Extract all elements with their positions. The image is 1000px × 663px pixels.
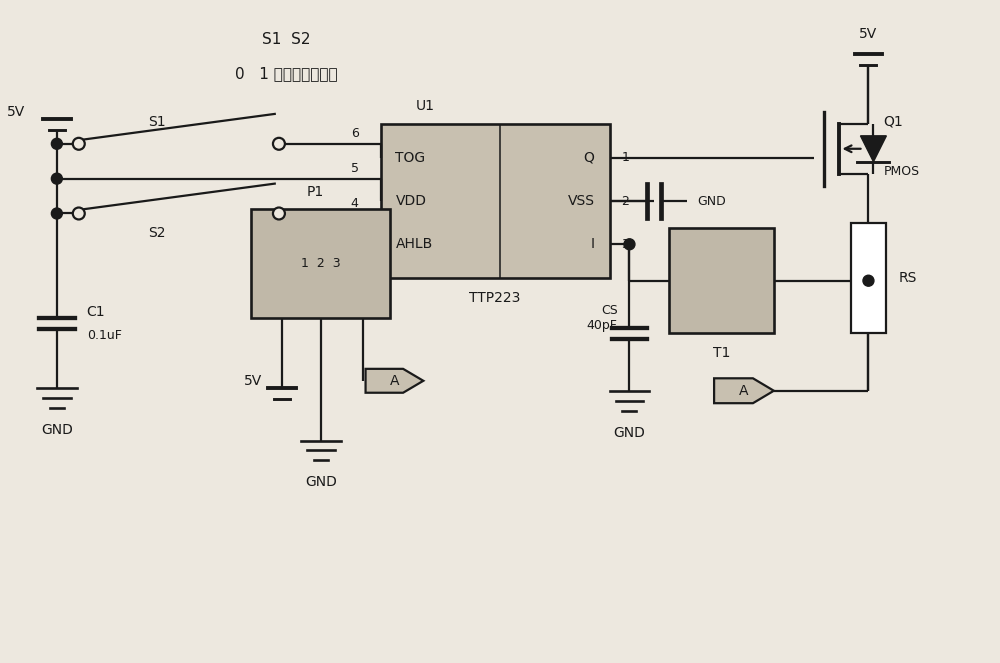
- Text: GND: GND: [697, 194, 726, 208]
- Text: 0   1 点动低电平有效: 0 1 点动低电平有效: [235, 66, 337, 82]
- Text: AHLB: AHLB: [395, 237, 433, 251]
- Circle shape: [51, 173, 62, 184]
- Text: 1: 1: [621, 151, 629, 164]
- Text: 3: 3: [621, 238, 629, 251]
- Text: PMOS: PMOS: [883, 165, 920, 178]
- Text: 0.1uF: 0.1uF: [87, 330, 122, 343]
- Polygon shape: [366, 369, 423, 392]
- Text: GND: GND: [41, 422, 73, 437]
- Bar: [851, 223, 886, 333]
- Text: 5V: 5V: [244, 374, 262, 388]
- Text: 6: 6: [351, 127, 359, 141]
- Text: I: I: [591, 237, 595, 251]
- Text: 1  2  3: 1 2 3: [301, 257, 341, 270]
- Text: CS: CS: [601, 304, 618, 317]
- Circle shape: [273, 208, 285, 219]
- Polygon shape: [860, 136, 886, 162]
- Text: GND: GND: [305, 475, 337, 489]
- Text: A: A: [390, 374, 399, 388]
- Text: U1: U1: [415, 99, 434, 113]
- Text: VDD: VDD: [395, 194, 426, 208]
- Text: GND: GND: [614, 426, 645, 440]
- Circle shape: [51, 208, 62, 219]
- Circle shape: [73, 138, 85, 150]
- Text: S1  S2: S1 S2: [262, 32, 310, 46]
- Text: 4: 4: [351, 197, 359, 210]
- Text: 2: 2: [621, 194, 629, 208]
- Circle shape: [73, 208, 85, 219]
- Text: 5V: 5V: [859, 27, 878, 41]
- Circle shape: [863, 275, 874, 286]
- Text: TOG: TOG: [395, 151, 426, 165]
- Text: 5: 5: [351, 162, 359, 175]
- Text: A: A: [739, 384, 749, 398]
- Text: VSS: VSS: [568, 194, 595, 208]
- Bar: [669, 229, 774, 333]
- Text: RS: RS: [898, 271, 917, 285]
- Text: C1: C1: [87, 305, 105, 319]
- Text: 5V: 5V: [7, 105, 25, 119]
- Text: S2: S2: [148, 226, 165, 241]
- Circle shape: [624, 239, 635, 250]
- Polygon shape: [714, 379, 774, 403]
- Circle shape: [51, 139, 62, 149]
- Bar: [381, 124, 610, 278]
- Text: 40pF: 40pF: [587, 318, 618, 332]
- Bar: [251, 209, 390, 318]
- Circle shape: [273, 138, 285, 150]
- Text: S1: S1: [148, 115, 165, 129]
- Text: Q: Q: [584, 151, 595, 165]
- Text: P1: P1: [307, 184, 324, 199]
- Text: TTP223: TTP223: [469, 291, 521, 305]
- Text: Q1: Q1: [883, 115, 903, 129]
- Text: T1: T1: [713, 346, 730, 360]
